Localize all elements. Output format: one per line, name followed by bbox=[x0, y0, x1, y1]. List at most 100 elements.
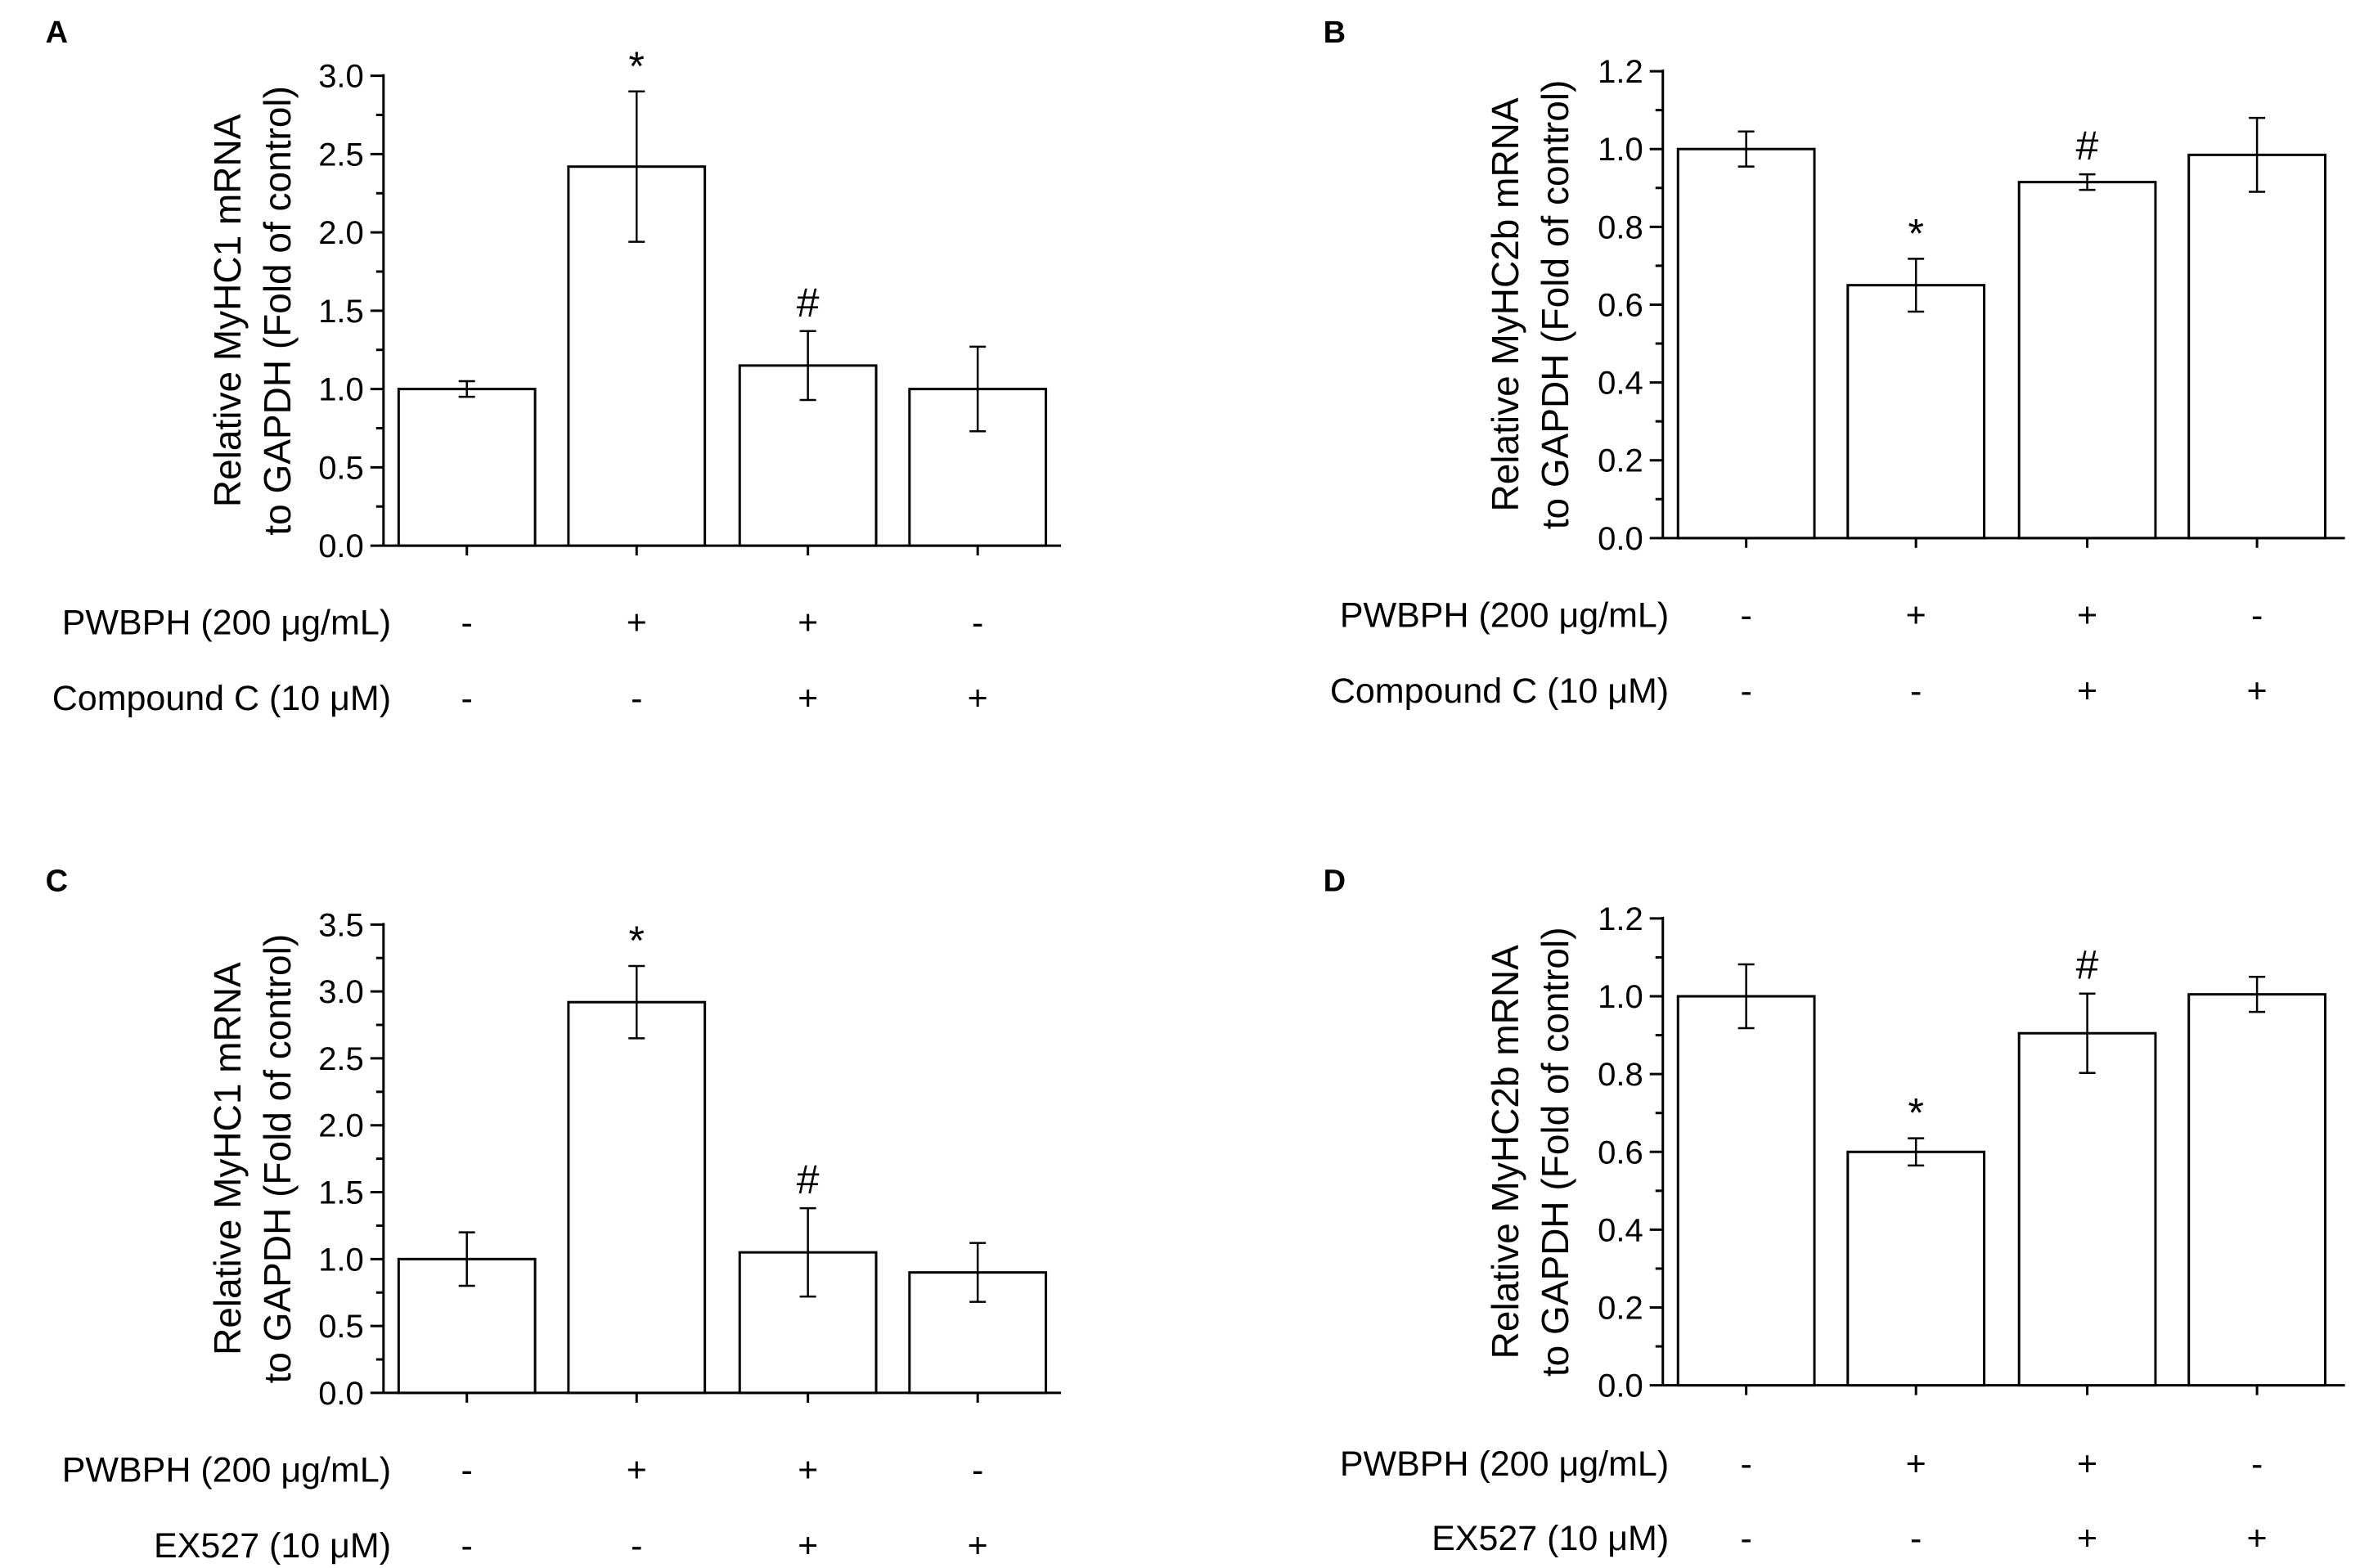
condition-sign: + bbox=[2077, 672, 2097, 711]
condition-sign: + bbox=[2077, 595, 2097, 635]
condition-label: EX527 (10 μM) bbox=[1432, 1519, 1669, 1558]
condition-label: PWBPH (200 μg/mL) bbox=[62, 1450, 391, 1489]
y-tick-label: 0.0 bbox=[318, 1376, 364, 1412]
y-tick-label: 3.5 bbox=[318, 907, 364, 943]
y-tick-label: 1.5 bbox=[318, 1175, 364, 1211]
y-tick-label: 1.0 bbox=[318, 372, 364, 408]
condition-sign: - bbox=[461, 604, 473, 643]
significance-hash: # bbox=[2076, 942, 2099, 988]
y-axis-label-line1: Relative MyHC1 mRNA bbox=[206, 962, 249, 1355]
bar bbox=[1676, 147, 1816, 540]
y-tick-label: 0.8 bbox=[1598, 1057, 1643, 1093]
y-tick-label: 1.2 bbox=[1598, 901, 1643, 937]
bar bbox=[1846, 1150, 1986, 1387]
y-tick-label: 2.0 bbox=[318, 215, 364, 251]
y-tick-label: 1.5 bbox=[318, 294, 364, 330]
condition-sign: - bbox=[461, 1450, 473, 1489]
condition-sign: - bbox=[631, 1526, 642, 1566]
significance-asterisk: * bbox=[629, 43, 645, 89]
bar bbox=[397, 388, 537, 547]
condition-label: Compound C (10 μM) bbox=[1330, 672, 1669, 711]
bar bbox=[2017, 181, 2157, 540]
condition-sign: + bbox=[627, 604, 647, 643]
panel-d: D 0.0 0.2 0.4 0.6 0.8 1.0 1.2 Relative MyHC2b mR… bbox=[1324, 865, 2345, 1558]
condition-sign: - bbox=[631, 679, 642, 718]
significance-hash: # bbox=[797, 1157, 820, 1202]
y-axis-label-line2: to GAPDH (Fold of control) bbox=[256, 86, 299, 536]
condition-sign: - bbox=[2251, 1444, 2263, 1484]
y-tick-label: 3.0 bbox=[318, 974, 364, 1010]
condition-sign: - bbox=[1740, 1444, 1751, 1484]
y-tick-label: 0.0 bbox=[1598, 521, 1643, 557]
condition-sign: + bbox=[2247, 672, 2268, 711]
y-axis-label-line1: Relative MyHC2b mRNA bbox=[1484, 945, 1526, 1359]
y-tick-label: 0.6 bbox=[1598, 1134, 1643, 1170]
condition-sign: + bbox=[798, 1526, 818, 1566]
condition-sign: + bbox=[627, 1450, 647, 1489]
y-tick-label: 0.5 bbox=[318, 450, 364, 486]
condition-sign: - bbox=[972, 604, 983, 643]
y-tick-label: 1.0 bbox=[318, 1242, 364, 1278]
condition-sign: + bbox=[1906, 595, 1926, 635]
condition-sign: - bbox=[1740, 595, 1751, 635]
y-tick-label: 2.5 bbox=[318, 137, 364, 173]
significance-asterisk: * bbox=[1908, 1090, 1923, 1136]
y-axis-label-line2: to GAPDH (Fold of control) bbox=[256, 934, 299, 1384]
y-tick-label: 2.0 bbox=[318, 1108, 364, 1144]
y-tick-label: 0.2 bbox=[1598, 1291, 1643, 1327]
y-tick-label: 0.0 bbox=[1598, 1368, 1643, 1404]
condition-sign: + bbox=[968, 1526, 988, 1566]
condition-sign: + bbox=[2077, 1444, 2097, 1484]
condition-label: EX527 (10 μM) bbox=[154, 1526, 391, 1566]
condition-sign: + bbox=[798, 604, 818, 643]
y-tick-label: 2.5 bbox=[318, 1041, 364, 1077]
significance-hash: # bbox=[2076, 123, 2099, 168]
y-axis-label-line2: to GAPDH (Fold of control) bbox=[1534, 927, 1576, 1377]
y-tick-label: 1.2 bbox=[1598, 54, 1643, 90]
panel-letter: C bbox=[46, 865, 68, 899]
condition-label: Compound C (10 μM) bbox=[52, 679, 391, 718]
y-tick-label: 0.4 bbox=[1598, 1212, 1643, 1248]
panel-letter: D bbox=[1324, 865, 1346, 899]
condition-sign: + bbox=[2247, 1519, 2268, 1558]
condition-label: PWBPH (200 μg/mL) bbox=[1340, 595, 1669, 635]
condition-sign: - bbox=[1910, 672, 1922, 711]
y-tick-label: 3.0 bbox=[318, 59, 364, 95]
y-axis-label-line2: to GAPDH (Fold of control) bbox=[1534, 80, 1576, 530]
significance-asterisk: * bbox=[629, 918, 645, 964]
bar bbox=[1676, 995, 1816, 1387]
condition-label: PWBPH (200 μg/mL) bbox=[1340, 1444, 1669, 1484]
bar bbox=[2187, 993, 2327, 1387]
panel-a: A 0.0 0.5 1.0 1.5 2.0 2.5 3.0 Relative MyHC1 mRN… bbox=[46, 16, 1062, 718]
y-tick-label: 0.8 bbox=[1598, 209, 1643, 245]
y-tick-label: 1.0 bbox=[1598, 979, 1643, 1015]
y-tick-label: 0.6 bbox=[1598, 287, 1643, 323]
condition-sign: - bbox=[461, 1526, 473, 1566]
y-tick-label: 0.4 bbox=[1598, 366, 1643, 402]
panel-letter: A bbox=[46, 16, 68, 50]
y-axis-label-line1: Relative MyHC2b mRNA bbox=[1484, 97, 1526, 511]
condition-sign: - bbox=[972, 1450, 983, 1489]
significance-hash: # bbox=[797, 280, 820, 326]
condition-sign: + bbox=[798, 1450, 818, 1489]
bar bbox=[567, 1000, 707, 1395]
significance-asterisk: * bbox=[1908, 210, 1923, 256]
panel-letter: B bbox=[1324, 16, 1346, 50]
bar bbox=[1846, 284, 1986, 540]
y-tick-label: 0.0 bbox=[318, 528, 364, 564]
condition-sign: - bbox=[1740, 1519, 1751, 1558]
condition-sign: - bbox=[1740, 672, 1751, 711]
condition-sign: + bbox=[2077, 1519, 2097, 1558]
y-axis-label-line1: Relative MyHC1 mRNA bbox=[206, 114, 249, 507]
condition-sign: + bbox=[968, 679, 988, 718]
condition-sign: - bbox=[461, 679, 473, 718]
panel-b: B 0.0 0.2 0.4 0.6 0.8 1.0 1.2 Relative MyHC2b mR… bbox=[1324, 16, 2345, 711]
condition-sign: - bbox=[2251, 595, 2263, 635]
condition-sign: - bbox=[1910, 1519, 1922, 1558]
bar bbox=[2017, 1031, 2157, 1387]
y-tick-label: 1.0 bbox=[1598, 132, 1643, 168]
bar bbox=[2187, 153, 2327, 540]
condition-sign: + bbox=[798, 679, 818, 718]
y-tick-label: 0.2 bbox=[1598, 443, 1643, 479]
